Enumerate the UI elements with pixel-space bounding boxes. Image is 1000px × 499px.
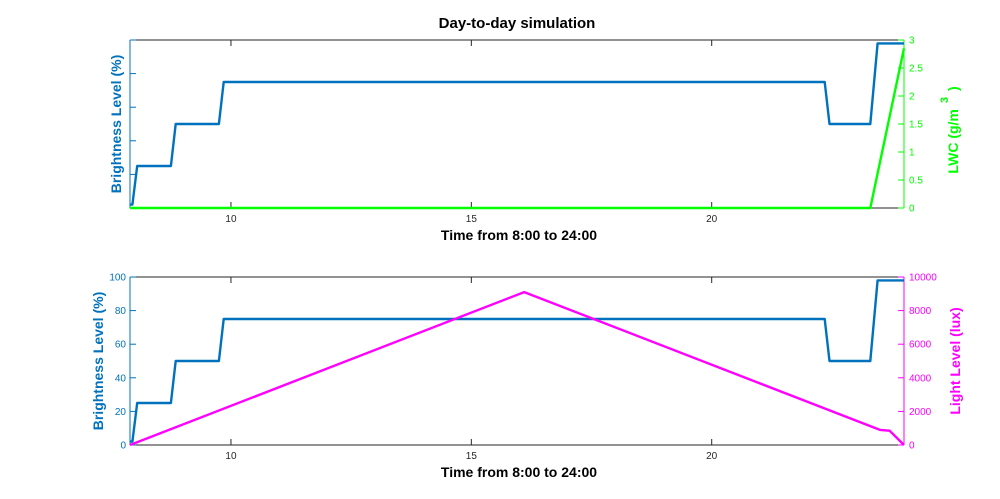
bottom-right-tick-label: 0 [909,441,915,452]
bottom-x-tick-label: 20 [706,451,718,462]
bottom-left-tick-label: 0 [120,441,126,452]
top-right-tick-label: 3 [909,36,915,47]
bottom-left-tick-label: 60 [115,340,127,351]
top-series-line-brightness [130,42,904,206]
bottom-x-axis-label: Time from 8:00 to 24:00 [441,464,597,480]
top-right-tick-label: 2 [909,92,915,103]
top-right-tick-label: 0.5 [909,176,923,187]
bottom-right-tick-label: 10000 [909,273,937,284]
top-x-tick-label: 10 [225,214,237,225]
top-right-axis-label: LWC (g/m 3) [939,86,961,173]
top-right-tick-label: 1.5 [909,120,923,131]
top-right-tick-label: 2.5 [909,64,923,75]
bottom-plot: 10 15 20 0 20 40 60 80 100 0 2000 4000 6000 8000 10000… [90,273,963,481]
top-series-line-lwc [130,48,906,210]
bottom-right-tick-label: 4000 [909,373,932,384]
top-plot: 10 15 20 0 0.5 1 1.5 2 2.5 3 Time from 8:00 to 24:… [108,36,961,244]
bottom-right-tick-label: 8000 [909,306,932,317]
top-x-axis-label: Time from 8:00 to 24:00 [441,227,597,243]
bottom-right-axis-label: Light Level (lux) [947,307,963,414]
bottom-left-tick-label: 20 [115,407,127,418]
lwc-label-superscript: 3 [939,97,951,103]
bottom-series-line-light [129,290,905,447]
bottom-series-line-brightness [130,279,904,443]
bottom-right-tick-label: 6000 [909,340,932,351]
top-x-tick-label: 15 [466,214,478,225]
bottom-left-tick-label: 100 [109,273,126,284]
bottom-left-axis-label: Brightness Level (%) [90,292,106,430]
figure-title: Day-to-day simulation [439,15,596,32]
bottom-x-tick-label: 15 [466,451,478,462]
bottom-left-tick-label: 80 [115,306,127,317]
bottom-left-tick-label: 40 [115,373,127,384]
bottom-right-tick-label: 2000 [909,407,932,418]
top-left-axis-label: Brightness Level (%) [108,55,124,193]
lwc-label-text: LWC (g/m [945,109,961,174]
top-x-tick-label: 20 [706,214,718,225]
top-right-tick-label: 1 [909,148,915,159]
top-right-tick-label: 0 [909,204,915,215]
lwc-label-suffix: ) [945,86,961,91]
bottom-x-tick-label: 10 [225,451,237,462]
